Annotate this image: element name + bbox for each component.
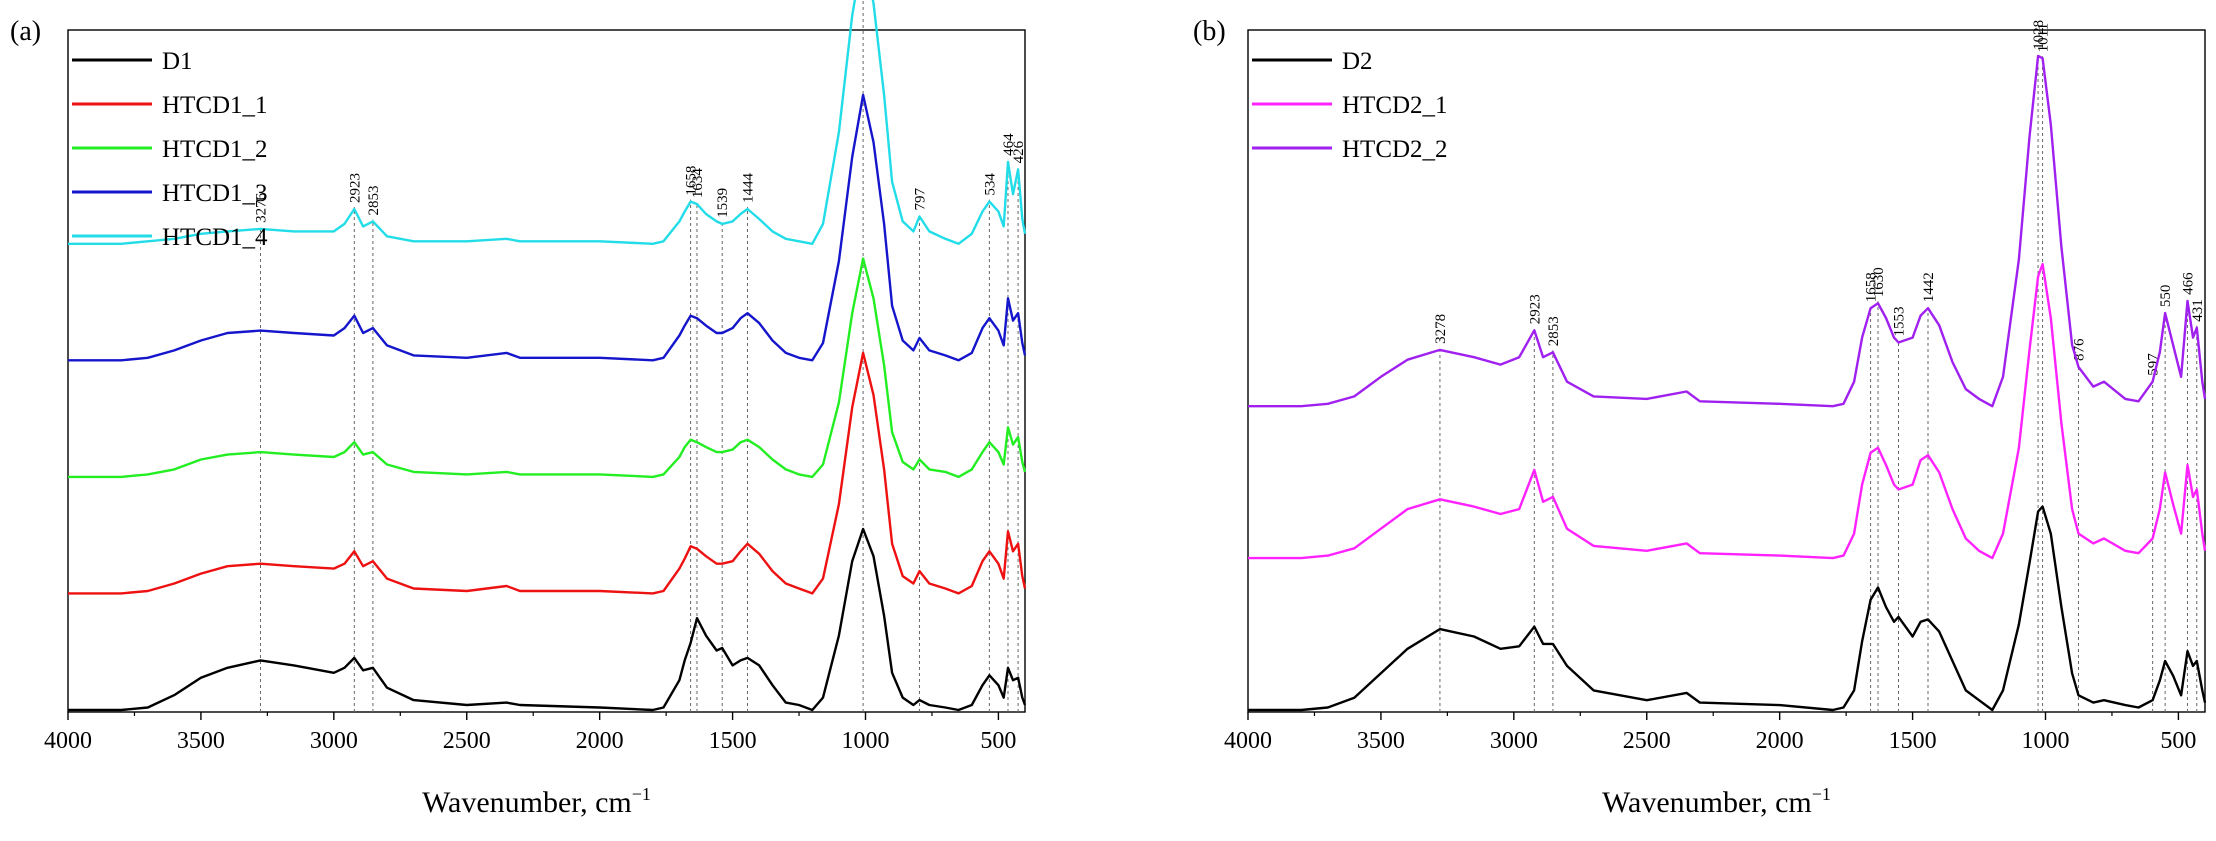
- legend-label: HTCD1_3: [162, 180, 268, 207]
- peak-label: 550: [2158, 285, 2174, 308]
- series-line-d1: [68, 527, 1027, 712]
- peak-markers: 3276292328531658163415391444100979753446…: [253, 0, 1027, 712]
- x-tick-label: 500: [2160, 728, 2196, 754]
- x-axis: 4000 3500 3000 2500 2000 1500 1000 500: [1224, 712, 2196, 754]
- legend-label: HTCD1_1: [162, 92, 268, 119]
- x-tick-label: 1000: [2022, 728, 2070, 754]
- x-axis-title: Wavenumber, cm−1: [422, 784, 651, 819]
- x-tick-label: 2500: [1623, 728, 1671, 754]
- x-axis-title-superscript: −1: [632, 784, 651, 804]
- x-tick-label: 1500: [1889, 728, 1937, 754]
- peak-label: 1011: [2036, 23, 2052, 52]
- series-line-htcd1-4: [68, 0, 1027, 245]
- peak-label: 1444: [740, 173, 756, 204]
- x-tick-label: 1500: [709, 728, 757, 754]
- x-tick-label: 4000: [44, 728, 92, 754]
- peak-label: 2853: [1546, 316, 1562, 346]
- peak-label: 1658: [684, 166, 700, 196]
- legend-label: HTCD2_1: [1342, 92, 1448, 119]
- legend: D2 HTCD2_1 HTCD2_2: [1252, 48, 1448, 163]
- legend-label: HTCD1_2: [162, 136, 268, 163]
- peak-label: 1028: [2031, 20, 2047, 50]
- peak-label: 534: [982, 173, 998, 196]
- peak-label: 1630: [1871, 267, 1887, 297]
- x-axis-title-superscript: −1: [1812, 784, 1831, 804]
- legend-label: HTCD1_4: [162, 224, 268, 251]
- x-tick-label: 500: [980, 728, 1016, 754]
- x-axis: 4000 3500 3000 2500 2000 1500 1000 500: [44, 712, 1016, 754]
- x-axis-title-text: Wavenumber, cm: [422, 786, 632, 819]
- peak-label: 1442: [1921, 272, 1937, 302]
- peak-markers: 3278292328531658163015531442102810118765…: [1433, 20, 2206, 712]
- x-tick-label: 2500: [443, 728, 491, 754]
- series-lines: [1248, 54, 2207, 712]
- series-line-htcd1-3: [68, 93, 1027, 362]
- x-tick-label: 3000: [1490, 728, 1538, 754]
- series-line-htcd1-1: [68, 351, 1027, 595]
- series-line-d2: [1248, 505, 2207, 712]
- peak-label: 1539: [715, 188, 731, 218]
- series-lines: [68, 0, 1027, 712]
- x-axis-title-text: Wavenumber, cm: [1602, 786, 1812, 819]
- legend-label: HTCD2_2: [1342, 136, 1448, 163]
- plot-frame: [67, 29, 1026, 713]
- peak-label: 466: [2180, 272, 2196, 295]
- peak-label: 431: [2190, 299, 2206, 322]
- x-tick-label: 1000: [842, 728, 890, 754]
- peak-label: 464: [1001, 133, 1017, 156]
- x-tick-label: 3000: [310, 728, 358, 754]
- peak-label: 3278: [1433, 314, 1449, 344]
- panel-label: (a): [10, 16, 41, 47]
- peak-label: 3276: [253, 192, 269, 223]
- chart-panel-b: (b)3278292328531658163015531442102810118…: [1193, 16, 2207, 819]
- legend-label: D2: [1342, 48, 1373, 75]
- chart-panel-a: (a)3276292328531658163415391444100979753…: [10, 0, 1027, 819]
- x-axis-title: Wavenumber, cm−1: [1602, 784, 1831, 819]
- peak-label: 1553: [1891, 307, 1907, 337]
- peak-label: 1634: [690, 168, 706, 199]
- panel-label: (b): [1193, 16, 1226, 47]
- peak-label: 1658: [1864, 272, 1880, 302]
- x-tick-label: 4000: [1224, 728, 1272, 754]
- legend: D1 HTCD1_1 HTCD1_2 HTCD1_3 HTCD1_4: [72, 48, 268, 251]
- peak-label: 797: [912, 187, 928, 210]
- x-tick-label: 3500: [177, 728, 225, 754]
- series-line-htcd2-2: [1248, 54, 2207, 408]
- peak-label: 426: [1011, 140, 1027, 163]
- peak-label: 2923: [347, 173, 363, 203]
- plot-frame: [1247, 29, 2206, 713]
- x-tick-label: 3500: [1357, 728, 1405, 754]
- x-tick-label: 2000: [576, 728, 624, 754]
- peak-label: 2853: [366, 185, 382, 215]
- peak-label: 2923: [1527, 294, 1543, 324]
- legend-label: D1: [162, 48, 193, 75]
- series-line-htcd1-2: [68, 257, 1027, 479]
- x-tick-label: 2000: [1756, 728, 1804, 754]
- series-line-htcd2-1: [1248, 262, 2207, 560]
